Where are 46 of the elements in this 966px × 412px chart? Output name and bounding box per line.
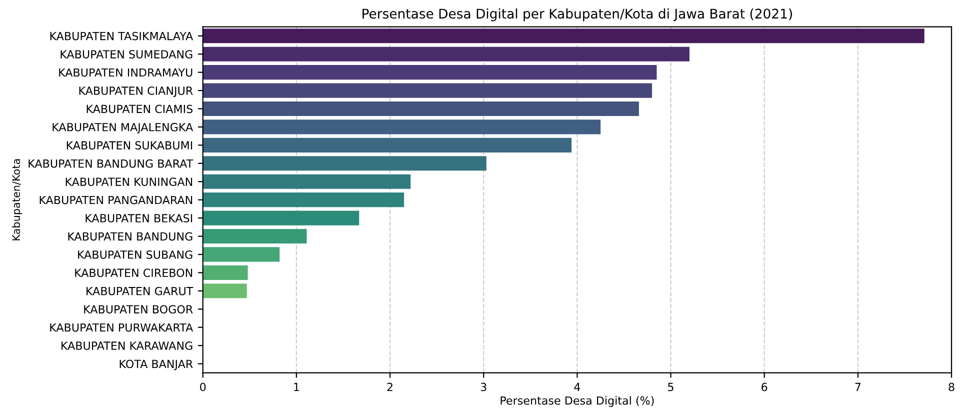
y-tick-label: KABUPATEN CIAMIS (86, 104, 193, 114)
x-tick-label: 6 (762, 382, 768, 392)
y-tick-label: KABUPATEN BANDUNG (68, 232, 192, 241)
y-tick-label: KOTA BANJAR (120, 360, 193, 370)
bar (202, 228, 307, 244)
x-tick-label: 2 (387, 382, 392, 392)
y-tick-label: KABUPATEN CIREBON (75, 268, 192, 278)
y-tick-label: KABUPATEN PURWAKARTA (50, 323, 194, 332)
x-axis-title: Persentase Desa Digital (%) (500, 396, 654, 407)
x-tick-label: 1 (294, 382, 299, 392)
y-tick-label: KABUPATEN TASIKMALAYA (50, 32, 194, 40)
y-tick-label: KABUPATEN PANGANDARAN (40, 196, 192, 204)
x-tick-label: 5 (668, 382, 674, 392)
y-tick-label: KABUPATEN BEKASI (86, 214, 192, 222)
y-tick-label: KABUPATEN CIANJUR (79, 86, 193, 97)
bar (202, 46, 690, 62)
bar (202, 83, 652, 98)
y-tick-label: KABUPATEN KUNINGAN (66, 178, 192, 186)
bar (202, 156, 486, 171)
bar (202, 65, 657, 80)
bar (202, 174, 411, 189)
y-tick-label: KABUPATEN BANDUNG BARAT (28, 159, 194, 168)
y-tick-label: KABUPATEN GARUT (86, 286, 194, 296)
chart-title: Persentase Desa Digital per Kabupaten/Kota di Jawa Barat (2021) (362, 8, 792, 22)
x-tick-label: 8 (948, 382, 954, 392)
x-tick-label: 4 (574, 382, 580, 392)
y-tick-label: KABUPATEN BOGOR (84, 305, 193, 314)
x-tick-label: 3 (480, 382, 486, 392)
x-tick-label: 0 (200, 382, 206, 392)
y-tick-label: KABUPATEN INDRAMAYU (59, 68, 192, 77)
bar (202, 210, 360, 226)
y-tick-label: KABUPATEN SUMEDANG (60, 50, 192, 58)
bar (202, 28, 924, 44)
x-tick-label: 7 (855, 382, 861, 392)
bar (202, 101, 639, 116)
bar (202, 265, 248, 280)
y-axis-title: Kabupaten/Kota (12, 159, 22, 240)
y-tick-label: KABUPATEN MAJALENGKA (52, 122, 194, 134)
y-tick-label: KABUPATEN SUBANG (78, 250, 192, 259)
bar (202, 284, 247, 298)
y-tick-label: KABUPATEN KARAWANG (62, 342, 192, 350)
bar (202, 192, 404, 208)
y-tick-label: KABUPATEN SUKABUMI (66, 141, 192, 150)
bar (202, 120, 601, 134)
bar (202, 247, 280, 262)
bar (202, 138, 572, 152)
